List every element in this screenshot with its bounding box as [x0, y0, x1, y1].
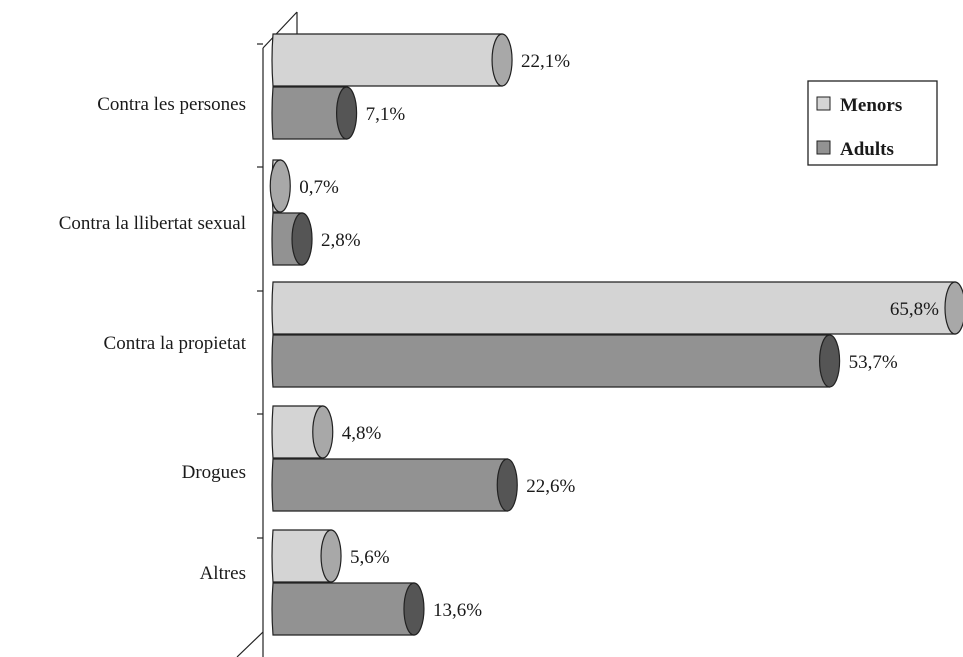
value-label-menors-altres: 5,6% [350, 547, 390, 568]
axis-wall-top [262, 11, 298, 49]
bar-menors-contra-les-persones [271, 33, 513, 87]
category-label-altres: Altres [200, 563, 246, 584]
value-label-menors-drogues: 4,8% [342, 423, 382, 444]
value-label-adults-contra-la-propietat: 53,7% [849, 352, 898, 373]
bar-adults-drogues [271, 458, 518, 512]
value-label-menors-contra-les-persones: 22,1% [521, 51, 570, 72]
category-label-drogues: Drogues [182, 462, 246, 483]
value-label-adults-contra-les-persones: 7,1% [366, 104, 406, 125]
value-label-adults-contra-la-llibertat-sexual: 2,8% [321, 230, 361, 251]
bar-adults-contra-la-llibertat-sexual [271, 212, 313, 266]
category-label-contra-la-propietat: Contra la propietat [104, 333, 247, 354]
bar-menors-altres [271, 529, 342, 583]
legend-swatch-adults [816, 140, 831, 155]
bars-layer [269, 33, 963, 636]
category-label-contra-les-persones: Contra les persones [97, 94, 246, 115]
value-label-menors-contra-la-llibertat-sexual: 0,7% [299, 177, 339, 198]
legend: Menors Adults [807, 80, 938, 166]
category-label-contra-la-llibertat-sexual: Contra la llibertat sexual [59, 213, 246, 234]
axis-wall-bottom [236, 631, 264, 657]
bar-adults-contra-la-propietat [271, 334, 841, 388]
legend-label-menors: Menors [840, 95, 902, 116]
bar-adults-altres [271, 582, 425, 636]
bar-menors-contra-la-llibertat-sexual [269, 159, 291, 213]
axis-layer [236, 11, 298, 657]
legend-label-adults: Adults [840, 139, 894, 160]
value-label-adults-drogues: 22,6% [526, 476, 575, 497]
bar-adults-contra-les-persones [271, 86, 358, 140]
value-label-menors-contra-la-propietat: 65,8% [890, 299, 939, 320]
bar-menors-drogues [271, 405, 334, 459]
labels-layer: Contra les persones Contra la llibertat s… [59, 51, 939, 621]
bar-menors-contra-la-propietat [271, 281, 963, 335]
value-label-adults-altres: 13,6% [433, 600, 482, 621]
legend-swatch-menors [816, 96, 831, 111]
